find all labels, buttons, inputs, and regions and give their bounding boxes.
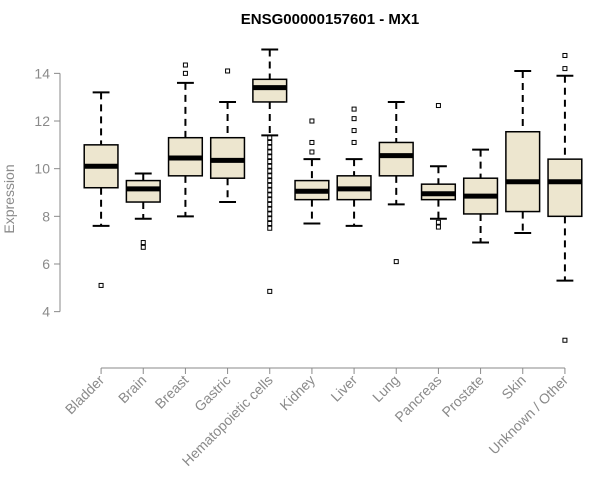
outlier-point [309,149,315,155]
y-tick-label: 14 [34,65,50,81]
category-label: Liver [327,372,360,405]
box-gastric [209,68,246,204]
box-hematopoietic-cells [252,48,288,294]
outlier-point [267,192,273,198]
outlier-point [435,224,441,230]
outlier-point [267,135,273,141]
category-label: Brain [115,372,149,406]
outlier-point [562,337,568,343]
outlier-point [267,173,273,179]
outlier-point [309,139,315,145]
category-label: Kidney [276,372,318,414]
box-kidney [294,118,330,225]
outlier-point [562,52,568,58]
y-axis: 4 6 8 10 12 14 [34,65,61,320]
x-axis [100,367,566,374]
outlier-point [267,168,273,174]
box-body [252,78,288,103]
category-label: Unknown / Other [485,372,571,458]
outlier-point [140,240,146,246]
y-tick-label: 8 [42,208,50,224]
box-body [505,130,541,213]
outlier-point [351,128,357,134]
outlier-point [267,206,273,212]
outlier-point [351,106,357,112]
box-bladder [83,91,119,288]
box-breast [167,62,204,218]
outlier-point [267,139,273,145]
outlier-point [267,216,273,222]
box-brain [125,172,161,250]
outlier-point [267,149,273,155]
box-skin [505,69,541,235]
outlier-point [351,139,357,145]
outlier-point [225,68,231,74]
outlier-point [267,144,273,150]
outlier-point [182,62,188,68]
outlier-point [267,154,273,160]
category-label: Lung [369,372,402,405]
outlier-point [435,103,441,109]
outlier-point [267,187,273,193]
y-axis-label: Expression [1,164,17,233]
outlier-point [267,159,273,165]
outlier-point [267,178,273,184]
outlier-point [562,66,568,72]
category-label: Skin [498,372,529,403]
box-liver [336,106,372,227]
outlier-point [267,182,273,188]
outlier-point [267,211,273,217]
boxes-group [83,48,583,343]
box-unknown-other [547,52,583,343]
outlier-point [267,197,273,203]
chart-title: ENSG00000157601 - MX1 [241,11,419,28]
outlier-point [393,259,399,265]
y-tick-label: 6 [42,256,50,272]
category-label: Bladder [62,372,108,418]
y-tick-label: 12 [34,113,50,129]
category-label: Breast [152,372,192,412]
box-body [378,141,414,177]
box-body [547,158,583,218]
category-label: Pancreas [391,372,444,425]
outlier-point [267,225,273,231]
outlier-point [267,288,273,294]
outlier-point [435,219,441,225]
outlier-point [182,70,188,76]
box-pancreas [420,103,457,230]
y-tick-label: 4 [42,304,50,320]
outlier-point [267,163,273,169]
y-tick-label: 10 [34,161,50,177]
box-lung [378,100,414,265]
outlier-point [351,116,357,122]
outlier-point [140,244,146,250]
outlier-point [309,118,315,124]
category-label: Prostate [439,372,487,420]
outlier-point [98,282,104,288]
outlier-point [267,201,273,207]
outlier-point [267,220,273,226]
box-prostate [462,148,499,244]
